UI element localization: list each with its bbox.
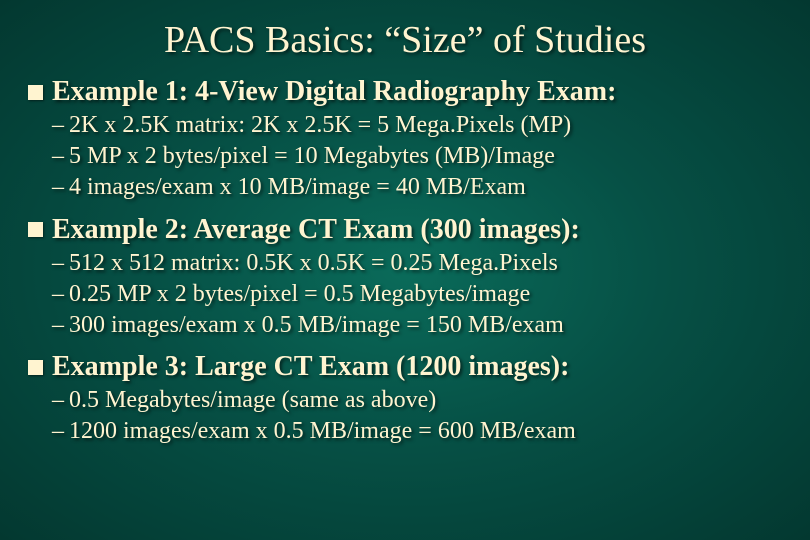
square-bullet-icon (28, 85, 43, 100)
list-item: –512 x 512 matrix: 0.5K x 0.5K = 0.25 Me… (52, 248, 782, 279)
dash-icon: – (52, 172, 64, 203)
section-1-items: –2K x 2.5K matrix: 2K x 2.5K = 5 Mega.Pi… (52, 110, 782, 204)
section-3-items: –0.5 Megabytes/image (same as above) –12… (52, 385, 782, 447)
section-1: Example 1: 4-View Digital Radiography Ex… (28, 76, 782, 204)
list-item-text: 0.25 MP x 2 bytes/pixel = 0.5 Megabytes/… (69, 279, 530, 310)
section-2-items: –512 x 512 matrix: 0.5K x 0.5K = 0.25 Me… (52, 248, 782, 342)
list-item-text: 1200 images/exam x 0.5 MB/image = 600 MB… (69, 416, 576, 447)
list-item: –4 images/exam x 10 MB/image = 40 MB/Exa… (52, 172, 782, 203)
dash-icon: – (52, 310, 64, 341)
dash-icon: – (52, 248, 64, 279)
list-item: –0.25 MP x 2 bytes/pixel = 0.5 Megabytes… (52, 279, 782, 310)
section-3-heading: Example 3: Large CT Exam (1200 images): (28, 351, 782, 383)
list-item: –300 images/exam x 0.5 MB/image = 150 MB… (52, 310, 782, 341)
square-bullet-icon (28, 222, 43, 237)
list-item-text: 4 images/exam x 10 MB/image = 40 MB/Exam (69, 172, 526, 203)
list-item-text: 512 x 512 matrix: 0.5K x 0.5K = 0.25 Meg… (69, 248, 558, 279)
dash-icon: – (52, 110, 64, 141)
list-item-text: 300 images/exam x 0.5 MB/image = 150 MB/… (69, 310, 564, 341)
list-item: –1200 images/exam x 0.5 MB/image = 600 M… (52, 416, 782, 447)
section-1-heading-text: Example 1: 4-View Digital Radiography Ex… (52, 76, 616, 108)
list-item-text: 5 MP x 2 bytes/pixel = 10 Megabytes (MB)… (69, 141, 555, 172)
section-3-heading-text: Example 3: Large CT Exam (1200 images): (52, 351, 569, 383)
section-2: Example 2: Average CT Exam (300 images):… (28, 214, 782, 342)
list-item: –0.5 Megabytes/image (same as above) (52, 385, 782, 416)
dash-icon: – (52, 279, 64, 310)
dash-icon: – (52, 141, 64, 172)
section-1-heading: Example 1: 4-View Digital Radiography Ex… (28, 76, 782, 108)
dash-icon: – (52, 385, 64, 416)
dash-icon: – (52, 416, 64, 447)
list-item-text: 2K x 2.5K matrix: 2K x 2.5K = 5 Mega.Pix… (69, 110, 571, 141)
list-item-text: 0.5 Megabytes/image (same as above) (69, 385, 436, 416)
slide-title: PACS Basics: “Size” of Studies (28, 18, 782, 62)
list-item: –5 MP x 2 bytes/pixel = 10 Megabytes (MB… (52, 141, 782, 172)
section-2-heading: Example 2: Average CT Exam (300 images): (28, 214, 782, 246)
section-2-heading-text: Example 2: Average CT Exam (300 images): (52, 214, 580, 246)
list-item: –2K x 2.5K matrix: 2K x 2.5K = 5 Mega.Pi… (52, 110, 782, 141)
square-bullet-icon (28, 360, 43, 375)
section-3: Example 3: Large CT Exam (1200 images): … (28, 351, 782, 447)
